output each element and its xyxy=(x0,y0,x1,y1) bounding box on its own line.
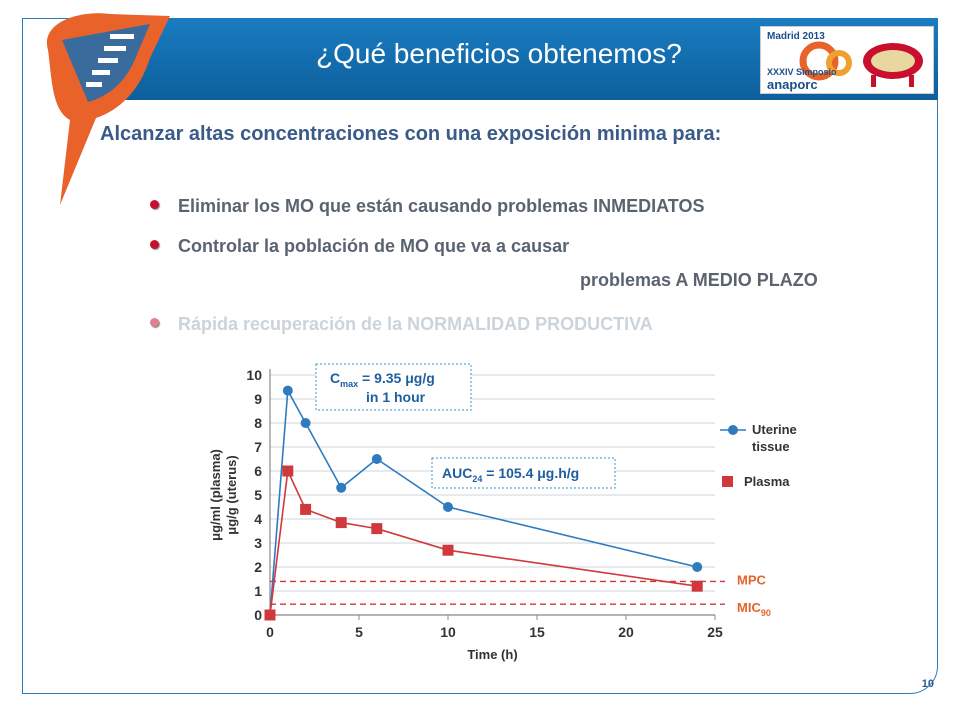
legend-label: Uterine xyxy=(752,422,797,437)
bullet-2-continuation: problemas A MEDIO PLAZO xyxy=(580,270,818,290)
legend-label: Plasma xyxy=(744,474,790,489)
data-point xyxy=(442,544,454,556)
x-tick-label: 0 xyxy=(266,624,274,640)
y-tick-label: 8 xyxy=(254,415,262,431)
reference-label: MIC90 xyxy=(737,600,771,618)
y-tick-label: 3 xyxy=(254,535,262,551)
y-tick-label: 4 xyxy=(254,511,262,527)
y-tick-label: 9 xyxy=(254,391,262,407)
annotation-box xyxy=(431,457,616,489)
concentration-chart: 0 1 2 3 4 5 6 7 8 9 10 0 5 10 15 20 25 Time (h) μg/ml (pla… xyxy=(208,363,797,662)
slide-title: ¿Qué beneficios obtenemos? xyxy=(316,38,682,69)
legend-label: tissue xyxy=(752,439,790,454)
data-point xyxy=(300,503,312,515)
x-axis-label: Time (h) xyxy=(467,647,517,662)
reference-label: MPC xyxy=(737,572,767,587)
data-point xyxy=(691,580,703,592)
data-point xyxy=(443,502,453,512)
data-point xyxy=(371,454,382,464)
bullet-dot-icon xyxy=(150,318,159,327)
x-tick-label: 15 xyxy=(529,624,545,640)
bullet-1: Eliminar los MO que están causando probl… xyxy=(178,196,705,216)
data-point xyxy=(282,385,293,396)
annotation-box xyxy=(315,363,472,411)
y-tick-label: 10 xyxy=(246,367,262,383)
event-logo: Madrid 2013 XXXIV Simposio anaporc xyxy=(760,26,934,94)
logo-line2: XXXIV Simposio xyxy=(767,67,837,77)
bullet-dot-icon xyxy=(150,240,159,249)
annotation-text: AUC24 = 105.4 μg.h/g xyxy=(442,465,579,484)
y-tick-label: 0 xyxy=(254,607,262,623)
logo-line3: anaporc xyxy=(767,77,818,92)
data-point xyxy=(371,523,383,535)
legend-marker xyxy=(728,425,738,435)
x-tick-label: 25 xyxy=(707,624,723,640)
y-axis-label-2: μg/g (uterus) xyxy=(224,455,239,534)
data-point xyxy=(300,418,311,428)
data-point xyxy=(692,562,703,572)
data-point xyxy=(264,609,276,621)
x-tick-label: 5 xyxy=(355,624,363,640)
data-point xyxy=(282,465,294,477)
x-tick-label: 10 xyxy=(440,624,456,640)
lead-text: Alcanzar altas concentraciones con una e… xyxy=(100,123,722,145)
y-tick-label: 5 xyxy=(254,487,262,503)
y-tick-label: 2 xyxy=(254,559,262,575)
y-tick-label: 6 xyxy=(254,463,262,479)
bullet-3: Rápida recuperación de la NORMALIDAD PRO… xyxy=(178,314,653,334)
annotation-text: Cmax = 9.35 μg/g xyxy=(330,370,435,389)
brand-mark-icon xyxy=(46,13,171,205)
legend-marker xyxy=(722,476,733,487)
y-tick-label: 7 xyxy=(254,439,262,455)
bullet-2: Controlar la población de MO que va a ca… xyxy=(178,236,570,256)
y-axis-label-1: μg/ml (plasma) xyxy=(208,449,223,541)
data-point xyxy=(335,517,347,529)
logo-line1: Madrid 2013 xyxy=(767,31,825,42)
y-tick-label: 1 xyxy=(254,583,262,599)
annotation-text: in 1 hour xyxy=(366,389,426,405)
bullet-dot-icon xyxy=(150,200,159,209)
data-point xyxy=(336,482,347,493)
page-number: 10 xyxy=(921,678,934,690)
pig-logo-icon xyxy=(799,41,923,87)
x-tick-label: 20 xyxy=(618,624,634,640)
